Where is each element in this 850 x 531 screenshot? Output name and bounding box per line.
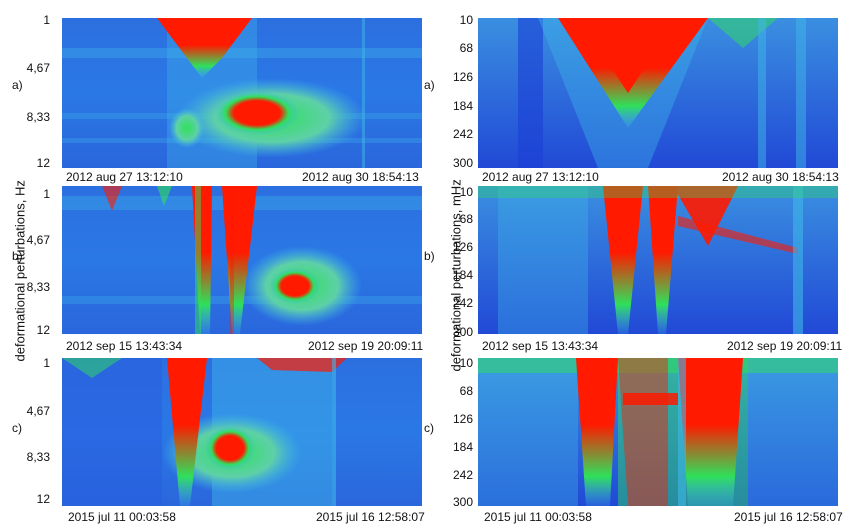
left-b-end-date: 2012 sep 19 20:09:11 [308, 339, 424, 353]
left-c-tick-1: 4,67 [26, 404, 50, 418]
left-c-tick-0: 1 [43, 356, 50, 370]
left-a-tick-2: 8,33 [26, 110, 50, 124]
right-panel-c-label: c) [424, 421, 434, 435]
left-a-end-date: 2012 aug 30 18:54:13 [302, 170, 419, 184]
right-b-tick-1: 68 [459, 212, 473, 226]
right-a-tick-2: 126 [452, 70, 473, 84]
left-spectrogram-b [62, 186, 422, 334]
right-c-tick-4: 242 [452, 468, 473, 482]
right-spectrogram-c [478, 358, 838, 506]
right-a-end-date: 2012 aug 30 18:54:13 [722, 170, 839, 184]
right-c-start-date: 2015 jul 11 00:03:58 [484, 510, 592, 524]
left-b-tick-1: 4,67 [26, 233, 50, 247]
right-a-tick-1: 68 [459, 41, 473, 55]
right-panel-a-label: a) [424, 78, 435, 92]
left-a-start-date: 2012 aug 27 13:12:10 [66, 170, 183, 184]
right-panel-b-label: b) [424, 249, 435, 263]
left-b-tick-2: 8,33 [26, 280, 50, 294]
right-c-tick-2: 126 [452, 412, 473, 426]
right-c-tick-1: 68 [459, 384, 473, 398]
left-panel-a-label: a) [12, 78, 23, 92]
right-b-tick-3: 184 [452, 268, 473, 282]
left-a-tick-0: 1 [43, 13, 50, 27]
right-a-tick-4: 242 [452, 127, 473, 141]
left-a-tick-1: 4,67 [26, 61, 50, 75]
right-spectrogram-a [478, 18, 838, 168]
left-spectrogram-c [62, 358, 422, 506]
left-spectrogram-a [62, 18, 422, 168]
right-spectrogram-b [478, 186, 838, 334]
left-panel-c-label: c) [12, 421, 22, 435]
right-a-start-date: 2012 aug 27 13:12:10 [482, 170, 599, 184]
right-b-tick-0: 10 [459, 185, 473, 199]
left-c-tick-3: 12 [36, 492, 50, 506]
left-c-start-date: 2015 jul 11 00:03:58 [68, 510, 176, 524]
left-a-tick-3: 12 [36, 156, 50, 170]
right-c-tick-3: 184 [452, 440, 473, 454]
right-a-tick-5: 300 [452, 156, 473, 170]
right-c-tick-5: 300 [452, 495, 473, 509]
right-b-start-date: 2012 sep 15 13:43:34 [482, 339, 599, 353]
right-b-tick-2: 126 [452, 240, 473, 254]
left-b-tick-0: 1 [43, 187, 50, 201]
right-b-end-date: 2012 sep 19 20:09:11 [727, 339, 843, 353]
right-a-tick-3: 184 [452, 99, 473, 113]
right-c-end-date: 2015 jul 16 12:58:07 [734, 510, 843, 524]
left-b-start-date: 2012 sep 15 13:43:34 [66, 339, 183, 353]
right-b-tick-5: 300 [452, 325, 473, 339]
left-c-end-date: 2015 jul 16 12:58:07 [316, 510, 425, 524]
right-c-tick-0: 10 [459, 356, 473, 370]
right-a-tick-0: 10 [459, 13, 473, 27]
left-c-tick-2: 8,33 [26, 450, 50, 464]
left-panel-b-label: b) [12, 249, 23, 263]
left-b-tick-3: 12 [36, 323, 50, 337]
right-b-tick-4: 242 [452, 296, 473, 310]
